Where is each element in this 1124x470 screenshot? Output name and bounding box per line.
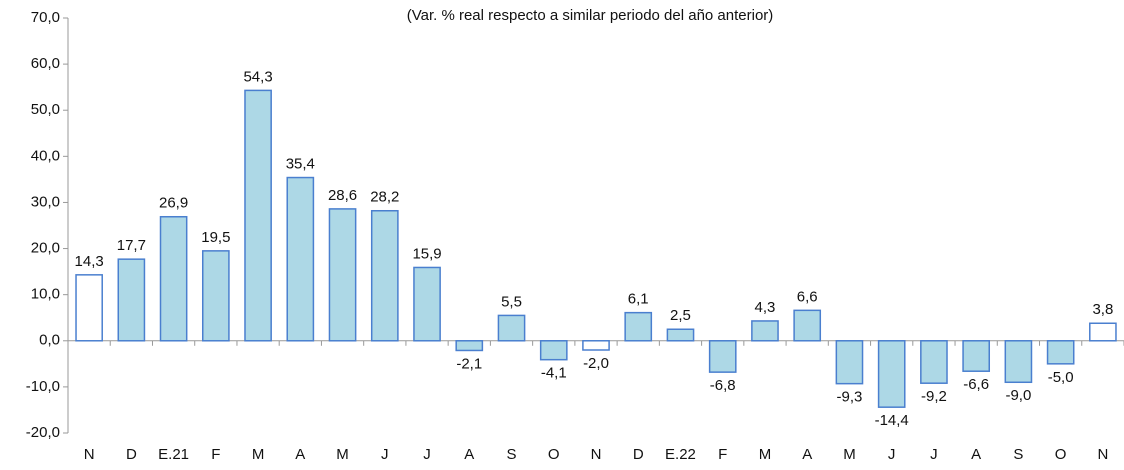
bar xyxy=(666,328,695,342)
value-label: -5,0 xyxy=(1048,369,1074,386)
y-tick-label: 40,0 xyxy=(31,147,60,164)
bar xyxy=(201,250,230,342)
bar xyxy=(328,208,357,342)
value-label: 2,5 xyxy=(670,307,691,324)
bar xyxy=(1004,340,1033,384)
value-label: -14,4 xyxy=(875,412,909,429)
x-tick-label: D xyxy=(633,446,644,463)
y-tick-label: 30,0 xyxy=(31,193,60,210)
value-label: 5,5 xyxy=(501,293,522,310)
x-tick-label: M xyxy=(759,446,772,463)
bar xyxy=(1046,340,1075,365)
value-label: -6,6 xyxy=(963,376,989,393)
x-tick-label: N xyxy=(591,446,602,463)
bar xyxy=(159,215,188,342)
value-label: -9,3 xyxy=(837,389,863,406)
x-tick-label: E.21 xyxy=(158,446,189,463)
x-tick-label: M xyxy=(336,446,349,463)
x-tick-label: S xyxy=(507,446,517,463)
bar xyxy=(624,311,653,342)
x-tick-label: J xyxy=(423,446,431,463)
x-tick-label: S xyxy=(1013,446,1023,463)
chart-title: (Var. % real respecto a similar periodo … xyxy=(407,7,774,24)
y-tick-label: 20,0 xyxy=(31,240,60,257)
value-label: -2,0 xyxy=(583,355,609,372)
bar xyxy=(497,314,526,342)
bar xyxy=(455,340,484,352)
bar xyxy=(877,340,906,408)
value-label: 4,3 xyxy=(755,299,776,316)
x-tick-label: D xyxy=(126,446,137,463)
value-label: 28,6 xyxy=(328,187,357,204)
value-label: 3,8 xyxy=(1092,301,1113,318)
y-tick-label: -20,0 xyxy=(26,424,60,441)
bar xyxy=(539,340,568,361)
value-label: 15,9 xyxy=(412,245,441,262)
x-tick-label: J xyxy=(381,446,389,463)
bar xyxy=(413,266,441,342)
x-tick-label: A xyxy=(971,446,981,463)
x-tick-label: A xyxy=(464,446,474,463)
value-label: -4,1 xyxy=(541,365,567,382)
value-label: 6,1 xyxy=(628,291,649,308)
bar xyxy=(244,89,272,342)
value-label: 6,6 xyxy=(797,288,818,305)
x-tick-label: J xyxy=(930,446,938,463)
y-tick-label: 70,0 xyxy=(31,9,60,26)
x-tick-label: J xyxy=(888,446,896,463)
bar xyxy=(117,258,146,342)
bar xyxy=(370,209,399,342)
x-tick-label: A xyxy=(802,446,812,463)
bar xyxy=(1089,322,1117,342)
x-tick-label: O xyxy=(1055,446,1067,463)
x-tick-label: F xyxy=(718,446,727,463)
y-tick-label: 60,0 xyxy=(31,55,60,72)
bar xyxy=(751,320,779,342)
y-tick-label: -10,0 xyxy=(26,378,60,395)
x-tick-label: M xyxy=(843,446,856,463)
bar xyxy=(286,176,315,342)
value-label: 19,5 xyxy=(201,229,230,246)
y-tick-label: 50,0 xyxy=(31,101,60,118)
x-tick-label: N xyxy=(84,446,95,463)
bar xyxy=(920,340,948,384)
value-label: -6,8 xyxy=(710,377,736,394)
y-tick-label: 0,0 xyxy=(39,332,60,349)
bar xyxy=(962,340,991,372)
x-tick-label: N xyxy=(1097,446,1108,463)
value-label: 28,2 xyxy=(370,189,399,206)
bar xyxy=(793,309,822,342)
x-tick-label: F xyxy=(211,446,220,463)
bar xyxy=(835,340,864,385)
value-label: 17,7 xyxy=(117,237,146,254)
y-tick-label: 10,0 xyxy=(31,286,60,303)
value-label: 54,3 xyxy=(243,68,272,85)
value-label: 35,4 xyxy=(286,156,315,173)
value-label: -2,1 xyxy=(456,355,482,372)
x-tick-label: M xyxy=(252,446,265,463)
x-tick-label: O xyxy=(548,446,560,463)
x-tick-label: E.22 xyxy=(665,446,696,463)
value-label: 26,9 xyxy=(159,195,188,212)
bar xyxy=(75,274,103,342)
bar xyxy=(708,340,737,373)
value-label: 14,3 xyxy=(75,253,104,270)
value-label: -9,2 xyxy=(921,388,947,405)
value-label: -9,0 xyxy=(1005,387,1031,404)
bar xyxy=(582,340,610,351)
x-tick-label: A xyxy=(295,446,305,463)
